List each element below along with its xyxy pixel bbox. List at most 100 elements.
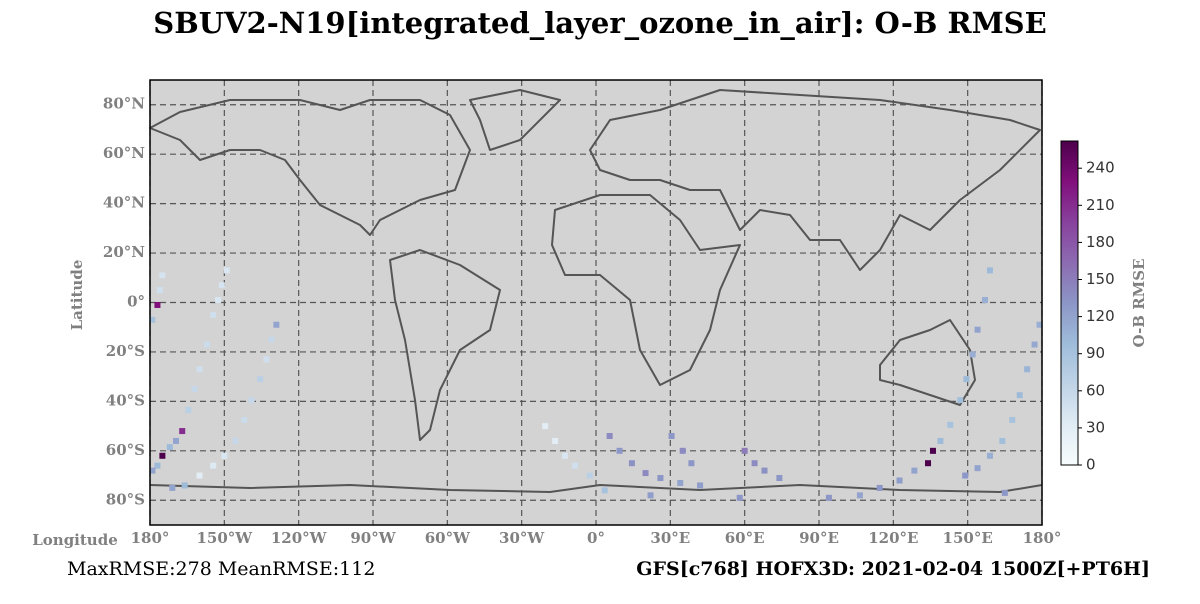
colorbar-tick-label: 30 [1086, 418, 1105, 436]
data-cell [616, 447, 623, 454]
x-tick-label: 120°E [868, 529, 918, 547]
data-cell [215, 297, 222, 304]
y-tick-label: 20°S [106, 342, 145, 360]
data-cell [601, 487, 608, 494]
y-tick-label: 80°S [106, 490, 145, 508]
data-cell [273, 321, 280, 328]
data-cell [203, 341, 210, 348]
y-tick-label: 0° [127, 293, 145, 311]
data-cell [221, 452, 228, 459]
x-axis-label: Longitude [32, 531, 118, 549]
data-cell [986, 452, 993, 459]
data-cell [571, 462, 578, 469]
data-cell [925, 460, 932, 467]
data-cell [1031, 341, 1038, 348]
data-cell [218, 282, 225, 289]
x-tick-label: 90°E [799, 529, 839, 547]
data-cell [974, 326, 981, 333]
x-tick-label: 120°W [271, 529, 328, 547]
data-cell [173, 437, 180, 444]
y-tick-label: 40°S [106, 391, 145, 409]
data-cell [223, 267, 230, 274]
data-cell [947, 421, 954, 428]
data-cell [937, 437, 944, 444]
colorbar: 0 30 60 90 120 150 180 210 240 [1060, 140, 1115, 474]
data-cell [876, 484, 883, 491]
data-cell [974, 465, 981, 472]
data-cell [1024, 366, 1031, 373]
colorbar-tick-label: 120 [1086, 307, 1115, 325]
data-cell [856, 492, 863, 499]
y-tick-label: 80°N [103, 95, 145, 113]
data-cell [154, 462, 161, 469]
data-cell [657, 475, 664, 482]
colorbar-tick-label: 240 [1086, 159, 1115, 177]
data-cell [679, 447, 686, 454]
data-cell [751, 460, 758, 467]
data-cell [241, 416, 248, 423]
data-cell [1009, 416, 1016, 423]
data-cell [179, 428, 186, 435]
data-cell [159, 272, 166, 279]
data-cell [169, 484, 176, 491]
x-tick-label: 30°E [650, 529, 690, 547]
footer-left: MaxRMSE:278 MeanRMSE:112 [67, 558, 375, 580]
data-cell [969, 351, 976, 358]
data-cell [257, 376, 264, 383]
data-cell [562, 452, 569, 459]
data-cell [957, 397, 964, 404]
colorbar-tick-label: 60 [1086, 381, 1105, 399]
x-tick-label: 0° [587, 529, 605, 547]
chart-title: SBUV2-N19[integrated_layer_ozone_in_air]… [153, 6, 1046, 40]
y-tick-label: 60°N [103, 144, 145, 162]
data-cell [149, 316, 156, 323]
data-cell [156, 287, 163, 294]
data-cell [263, 356, 270, 363]
x-tick-label: 150°W [196, 529, 253, 547]
map-frame [149, 79, 1043, 526]
x-tick-label: 30°W [499, 529, 545, 547]
data-cell [736, 494, 743, 501]
data-cell [741, 447, 748, 454]
data-cell [191, 386, 198, 393]
x-tick-label: 150°E [943, 529, 993, 547]
data-cell [232, 437, 239, 444]
data-cell [159, 452, 166, 459]
data-cell [999, 437, 1006, 444]
data-cell [825, 494, 832, 501]
data-cell [668, 433, 675, 439]
data-cell [185, 407, 192, 414]
x-tick-label: 60°E [725, 529, 765, 547]
data-cell [929, 447, 936, 454]
data-cell [776, 475, 783, 482]
y-tick-label: 40°N [103, 194, 145, 212]
data-cell [677, 479, 684, 486]
data-cell [210, 311, 217, 318]
data-cell [268, 336, 275, 343]
data-cell [911, 467, 918, 474]
colorbar-tick-label: 210 [1086, 196, 1115, 214]
data-cell [149, 467, 156, 474]
data-cell [962, 472, 969, 479]
data-cell [586, 472, 593, 479]
x-tick-label: 180° [131, 529, 170, 547]
data-cell [1016, 392, 1023, 399]
data-cell [1036, 321, 1043, 328]
cells [149, 267, 1043, 501]
colorbar-tick-label: 90 [1086, 344, 1105, 362]
data-cell [697, 482, 704, 489]
data-cell [606, 433, 613, 439]
data-cell [986, 267, 993, 274]
y-tick-label: 20°N [103, 243, 145, 261]
data-cell [210, 462, 217, 469]
colorbar-tick-label: 150 [1086, 270, 1115, 288]
data-cell [647, 492, 654, 499]
colorbar-tick-label: 180 [1086, 233, 1115, 251]
coastlines [149, 89, 1043, 493]
colorbar-tick-label: 0 [1086, 456, 1096, 474]
data-cell [628, 460, 635, 467]
data-cell [181, 482, 188, 489]
data-cell [196, 472, 203, 479]
data-cell [761, 467, 768, 474]
data-cell [552, 437, 559, 444]
